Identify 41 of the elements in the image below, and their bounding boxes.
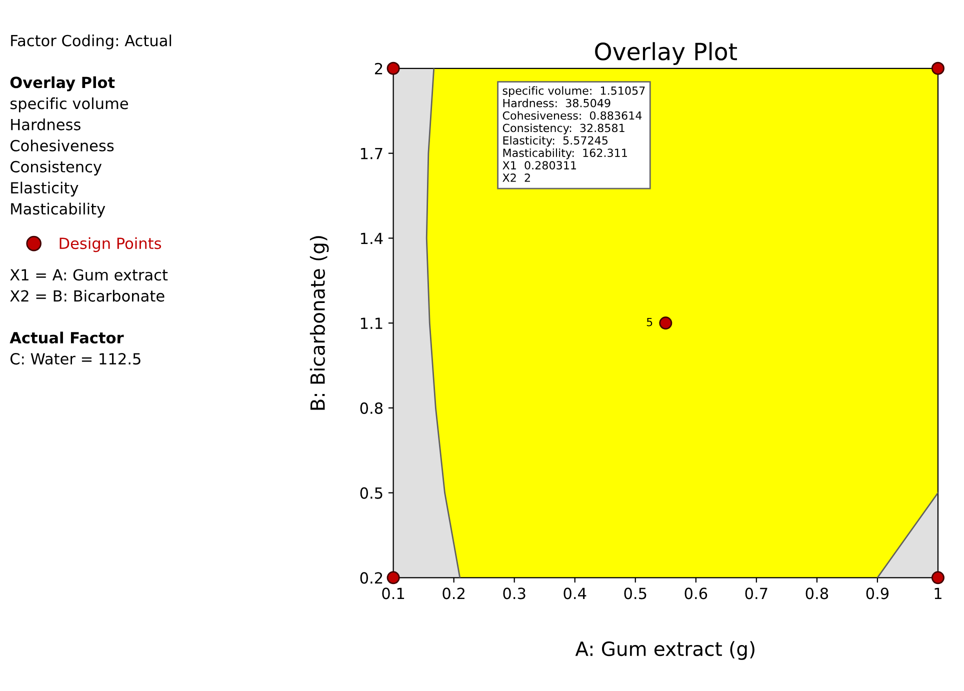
point — [386, 62, 400, 75]
y-tick-label: 2 — [374, 62, 382, 74]
point — [931, 571, 944, 584]
text: Consistency — [10, 160, 102, 176]
text: Masticability — [11, 202, 106, 218]
text: Elasticity — [11, 182, 78, 197]
text: Cohesiveness — [10, 140, 114, 152]
text: Overlay Plot — [10, 76, 115, 92]
y-tick-label: 0.8 — [360, 402, 383, 414]
line-series — [426, 68, 461, 578]
y-tick-label: 0.5 — [360, 487, 382, 499]
legend-label: Design Points — [60, 237, 162, 252]
annotation: specific volume: 1.51057 Hardness: 38.5049 Cohesiveness: 0.883614 Consistency: 32.8581 Elasticity: 5.57245 Masticability: 162.311 X1 0.280311 X2 2 — [502, 86, 645, 182]
text: Hardness — [11, 118, 80, 130]
point — [386, 571, 400, 584]
x-tick-label: 0.3 — [503, 588, 526, 600]
y-tick-label: 1.1 — [360, 318, 382, 329]
x-tick-label: 0.7 — [745, 588, 768, 600]
x-axis-title: A: Gum extract (g) — [575, 641, 754, 660]
y-axis-title: B: Bicarbonate (g) — [310, 236, 329, 410]
x-tick-label: 0.9 — [866, 588, 889, 600]
text: Factor Coding: Actual — [11, 34, 172, 50]
text: X2 = B: Bicarbonate — [10, 290, 164, 302]
text: Actual Factor — [10, 332, 124, 344]
x-tick-label: 0.6 — [684, 588, 708, 600]
x-tick-label: 0.5 — [624, 588, 646, 600]
x-tick-label: 1 — [934, 588, 942, 600]
x-tick-label: 0.2 — [442, 588, 464, 600]
x-tick-label: 0.4 — [564, 588, 586, 600]
text: X1 = A: Gum extract — [10, 269, 168, 281]
point — [659, 316, 672, 330]
point — [931, 62, 944, 75]
annotation: 5 — [646, 318, 652, 326]
x-tick-label: 0.8 — [806, 588, 828, 600]
y-tick-label: 1.4 — [360, 232, 383, 244]
x-tick-label: 0.1 — [382, 588, 404, 600]
text: specific volume — [10, 97, 128, 112]
y-tick-label: 0.2 — [360, 572, 382, 584]
text: C: Water = 112.5 — [10, 353, 140, 365]
chart-title: Overlay Plot — [595, 42, 737, 65]
y-tick-label: 1.7 — [360, 148, 382, 160]
